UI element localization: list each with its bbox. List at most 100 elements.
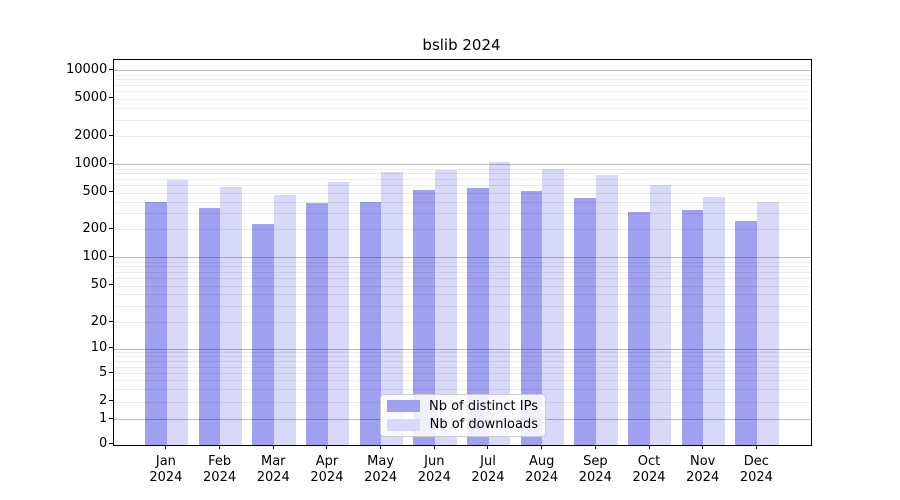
x-axis-tick-mark (594, 445, 596, 449)
y-axis-tick-mark (108, 162, 113, 164)
bar-distinct-ips (681, 210, 704, 445)
x-tick-year: 2024 (417, 469, 451, 485)
chart-title: bslib 2024 (422, 36, 501, 54)
x-tick-year: 2024 (578, 469, 612, 485)
x-axis-tick-mark (541, 445, 543, 449)
bar-distinct-ips (252, 224, 274, 445)
x-tick-month: Jan (155, 454, 176, 469)
x-tick-month: Nov (690, 454, 716, 469)
x-tick-year: 2024 (686, 469, 720, 485)
x-axis-tick-mark (648, 445, 650, 449)
bar-downloads (488, 161, 511, 445)
x-tick-month: Aug (528, 454, 555, 469)
x-axis-tick-mark (380, 445, 382, 449)
x-axis-tick-label: May 2024 (349, 454, 413, 485)
x-axis-tick-label: Jun 2024 (402, 454, 466, 485)
y-axis-tick-mark (108, 227, 113, 229)
legend-item-distinct-ips: Nb of distinct IPs (387, 397, 538, 416)
x-axis-tick-mark (487, 445, 489, 449)
bar-downloads (542, 168, 565, 445)
x-axis-tick-mark (165, 445, 167, 449)
x-axis-tick-label: Mar 2024 (241, 454, 305, 485)
y-axis-tick-label: 0 (99, 436, 108, 452)
y-axis-tick-label: 500 (82, 184, 108, 200)
x-tick-year: 2024 (256, 469, 290, 485)
y-axis-tick-mark (108, 371, 113, 373)
y-axis-tick-mark (108, 191, 113, 193)
x-tick-month: Dec (743, 454, 769, 469)
legend-swatch-distinct-ips (387, 400, 420, 413)
x-tick-month: Apr (315, 454, 339, 469)
y-axis-tick-mark (108, 134, 113, 136)
bar-downloads (273, 195, 296, 445)
x-axis-tick-mark (755, 445, 757, 449)
y-axis-tick-mark (108, 97, 113, 99)
y-axis-tick-label: 2 (99, 393, 108, 409)
x-tick-year: 2024 (149, 469, 183, 485)
x-axis-tick-label: Jan 2024 (134, 454, 198, 485)
y-axis-tick-mark (108, 400, 113, 402)
x-tick-year: 2024 (310, 469, 344, 485)
bar-distinct-ips (144, 202, 167, 445)
y-axis-tick-label: 2000 (74, 127, 108, 143)
legend: Nb of distinct IPs Nb of downloads (380, 394, 546, 437)
x-axis-tick-label: Sep 2024 (563, 454, 627, 485)
x-axis-tick-label: Oct 2024 (617, 454, 681, 485)
y-axis-tick-mark (108, 320, 113, 322)
x-axis-tick-mark (219, 445, 221, 449)
x-tick-year: 2024 (471, 469, 505, 485)
y-axis-tick-label: 10 (90, 340, 108, 355)
bars-layer (114, 60, 811, 445)
bar-distinct-ips (520, 191, 543, 445)
bar-downloads (327, 181, 350, 445)
bar-downloads (220, 186, 242, 445)
y-axis-tick-label: 10000 (65, 61, 108, 77)
y-axis-tick-mark (108, 443, 113, 445)
x-axis-tick-label: Aug 2024 (510, 454, 574, 485)
x-tick-month: Sep (583, 454, 608, 469)
legend-item-downloads: Nb of downloads (387, 416, 538, 435)
bar-distinct-ips (735, 221, 758, 445)
bar-distinct-ips (198, 207, 221, 445)
x-axis-tick-label: Feb 2024 (188, 454, 252, 485)
x-tick-year: 2024 (364, 469, 398, 485)
y-axis-tick-label: 100 (82, 248, 108, 264)
x-axis-tick-mark (326, 445, 328, 449)
x-tick-month: Jun (424, 454, 445, 469)
x-tick-month: Feb (208, 454, 232, 469)
y-axis-tick-mark (108, 255, 113, 257)
y-axis-tick-label: 1000 (74, 155, 108, 171)
x-axis-tick-mark (272, 445, 274, 449)
y-axis-tick-label: 50 (90, 277, 108, 292)
bar-distinct-ips (359, 201, 382, 445)
x-tick-month: Oct (637, 454, 661, 469)
x-tick-year: 2024 (525, 469, 559, 485)
x-axis-tick-label: Apr 2024 (295, 454, 359, 485)
y-axis-tick-label: 200 (82, 220, 108, 236)
bar-distinct-ips (413, 189, 435, 445)
y-axis-tick-label: 5000 (74, 90, 108, 106)
legend-label-downloads: Nb of downloads (429, 417, 538, 433)
bar-downloads (435, 170, 457, 445)
x-axis-tick-label: Nov 2024 (671, 454, 735, 485)
y-axis-tick-mark (108, 347, 113, 348)
legend-label-distinct-ips: Nb of distinct IPs (429, 398, 538, 414)
x-tick-month: Jul (480, 454, 496, 469)
x-tick-month: May (367, 454, 395, 469)
bar-downloads (381, 172, 403, 445)
legend-swatch-downloads (387, 418, 420, 431)
bar-distinct-ips (574, 197, 597, 445)
x-axis-tick-mark (702, 445, 704, 449)
plot-area: Nb of distinct IPs Nb of downloads (113, 59, 812, 446)
y-axis-tick-label: 5 (99, 364, 108, 380)
y-axis-tick-mark (108, 417, 113, 419)
bar-downloads (703, 196, 726, 445)
bar-downloads (166, 180, 189, 445)
bar-distinct-ips (305, 202, 328, 445)
bar-downloads (649, 185, 672, 445)
y-axis-tick-label: 1 (99, 410, 108, 426)
bar-downloads (757, 201, 779, 445)
bar-distinct-ips (628, 211, 650, 445)
x-tick-year: 2024 (632, 469, 666, 485)
